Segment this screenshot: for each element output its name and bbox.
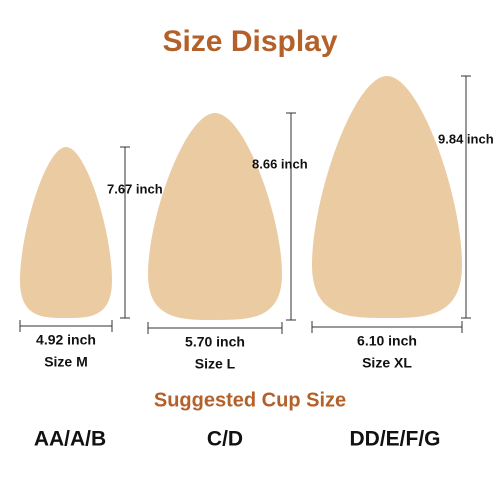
title: Size Display (162, 25, 337, 58)
subtitle: Suggested Cup Size (154, 389, 346, 411)
cup-size: DD/E/F/G (349, 428, 440, 451)
cup-size: AA/A/B (34, 428, 106, 451)
size-label: Size XL (362, 355, 412, 371)
width-label: 4.92 inch (36, 332, 96, 348)
cup-size: C/D (207, 428, 243, 451)
width-label: 6.10 inch (357, 333, 417, 349)
pad (20, 147, 112, 318)
width-label: 5.70 inch (185, 334, 245, 350)
height-label: 7.67 inch (107, 181, 163, 196)
size-label: Size L (195, 356, 236, 372)
height-label: 8.66 inch (252, 156, 308, 171)
height-label: 9.84 inch (438, 131, 494, 146)
size-label: Size M (44, 354, 88, 370)
pad (312, 76, 462, 318)
pad (148, 113, 282, 320)
pads: 7.67 inch 4.92 inch Size M 8.66 inch 5.70 in… (19, 75, 494, 372)
